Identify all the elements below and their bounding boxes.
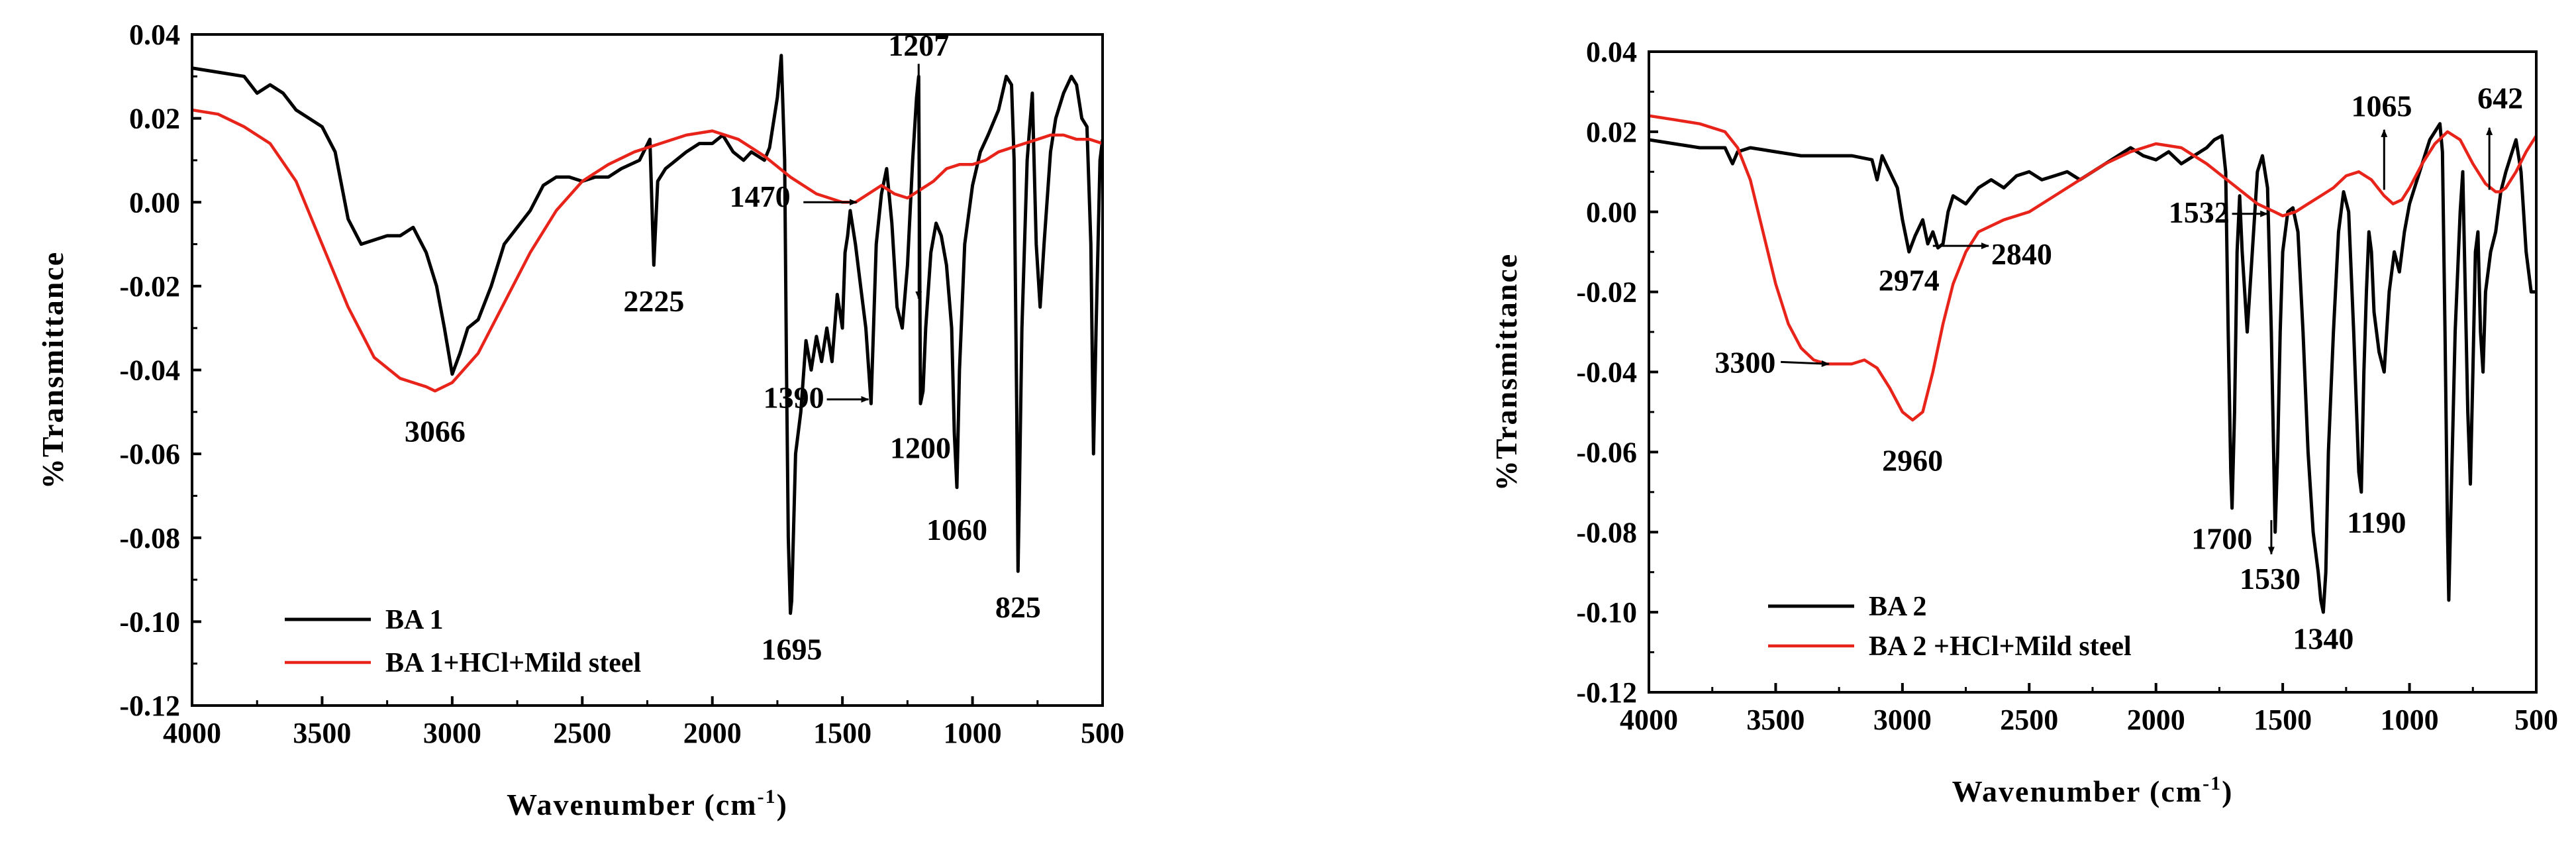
x-tick-label: 3500 bbox=[293, 717, 351, 749]
peak-label: 1530 bbox=[2240, 562, 2301, 596]
legend-label-2: BA 2 +HCl+Mild steel bbox=[1869, 631, 2132, 662]
peak-label: 2840 bbox=[1991, 237, 2052, 271]
peak-label: 1065 bbox=[2351, 89, 2412, 123]
x-tick-label: 500 bbox=[1081, 717, 1124, 749]
legend-label-1: BA 2 bbox=[1869, 592, 1927, 622]
peak-arrow bbox=[1781, 360, 1830, 367]
y-tick-label: -0.10 bbox=[1576, 596, 1637, 629]
peak-label: 1695 bbox=[762, 633, 822, 666]
peak-label: 1060 bbox=[926, 513, 987, 547]
y-tick-label: 0.04 bbox=[129, 19, 180, 51]
y-tick-label: -0.02 bbox=[119, 270, 180, 303]
x-tick-label: 2500 bbox=[553, 717, 611, 749]
x-tick-label: 3000 bbox=[423, 717, 481, 749]
chart-panel-1: 4000 3500 3000 2500 2000 1500 1000 500 0.04 0.02 0… bbox=[36, 19, 1124, 821]
x-axis-title-main: Wavenumber (cm bbox=[507, 788, 758, 821]
x-tick-label: 1500 bbox=[813, 717, 871, 749]
x-axis-title-main: Wavenumber (cm bbox=[1952, 774, 2203, 808]
y-axis-title: %Transmittance bbox=[1489, 253, 1523, 491]
series-line-2 bbox=[1649, 114, 2536, 422]
series-line-1 bbox=[1649, 122, 2536, 614]
x-axis-title-sup: -1 bbox=[2203, 772, 2222, 794]
legend-label-2: BA 1+HCl+Mild steel bbox=[385, 648, 641, 678]
y-tick-label: 0.00 bbox=[1586, 196, 1637, 229]
series-line-2 bbox=[192, 108, 1103, 393]
y-tick-label: -0.10 bbox=[119, 605, 180, 638]
x-axis-title-sup: -1 bbox=[758, 786, 777, 808]
legend-label-1: BA 1 bbox=[385, 605, 444, 635]
peak-label: 2974 bbox=[1879, 263, 1940, 297]
peak-label: 1207 bbox=[888, 28, 949, 62]
x-tick-label: 4000 bbox=[1620, 704, 1678, 736]
peak-label: 825 bbox=[995, 590, 1041, 624]
peak-label: 3066 bbox=[405, 414, 466, 448]
peak-label: 1700 bbox=[2191, 521, 2252, 555]
y-tick-label: -0.12 bbox=[119, 690, 180, 722]
plot-frame bbox=[191, 33, 1104, 707]
y-tick-label: -0.04 bbox=[119, 354, 180, 387]
peak-label: 2960 bbox=[1882, 443, 1943, 477]
x-axis-title: Wavenumber (cm-1) bbox=[507, 786, 788, 821]
x-tick-label: 2000 bbox=[683, 717, 742, 749]
y-tick-label: 0.02 bbox=[1586, 116, 1637, 148]
peak-label: 1200 bbox=[890, 431, 951, 465]
y-tick-label: -0.06 bbox=[1576, 436, 1637, 468]
y-tick-label: 0.02 bbox=[129, 103, 180, 135]
y-tick-label: -0.08 bbox=[119, 522, 180, 554]
y-tick-label: -0.04 bbox=[1576, 356, 1637, 389]
peak-label: 1190 bbox=[2347, 505, 2406, 539]
y-tick-label: -0.02 bbox=[1576, 276, 1637, 309]
peak-label: 1470 bbox=[730, 180, 791, 213]
x-tick-label: 3500 bbox=[1746, 704, 1805, 736]
x-axis-title-close: ) bbox=[2222, 774, 2233, 808]
y-tick-label: 0.00 bbox=[129, 186, 180, 219]
chart-panel-2: 4000 3500 3000 2500 2000 1500 1000 500 0.04 0.02 0… bbox=[1489, 36, 2558, 808]
y-tick-label: -0.08 bbox=[1576, 516, 1637, 549]
x-tick-label: 4000 bbox=[163, 717, 221, 749]
peak-label: 3300 bbox=[1714, 345, 1775, 379]
x-tick-label: 1000 bbox=[944, 717, 1002, 749]
y-tick-label: -0.06 bbox=[119, 438, 180, 470]
x-tick-label: 2000 bbox=[2127, 704, 2185, 736]
peak-label: 1532 bbox=[2169, 195, 2230, 229]
peak-label: 642 bbox=[2477, 81, 2523, 115]
series-line-1 bbox=[192, 54, 1103, 615]
y-tick-label: 0.04 bbox=[1586, 36, 1637, 68]
x-axis-title-close: ) bbox=[777, 788, 788, 821]
plot-frame bbox=[1648, 50, 2538, 694]
x-tick-label: 1000 bbox=[2381, 704, 2439, 736]
peak-label: 2225 bbox=[623, 284, 684, 318]
x-axis-title: Wavenumber (cm-1) bbox=[1952, 772, 2234, 808]
peak-label: 1340 bbox=[2293, 621, 2353, 655]
x-tick-label: 1500 bbox=[2254, 704, 2312, 736]
x-tick-label: 3000 bbox=[1873, 704, 1932, 736]
y-axis-title: %Transmittance bbox=[36, 251, 70, 489]
peak-label: 1390 bbox=[764, 381, 824, 415]
y-tick-label: -0.12 bbox=[1576, 676, 1637, 709]
x-tick-label: 500 bbox=[2514, 704, 2558, 736]
x-tick-label: 2500 bbox=[2000, 704, 2058, 736]
